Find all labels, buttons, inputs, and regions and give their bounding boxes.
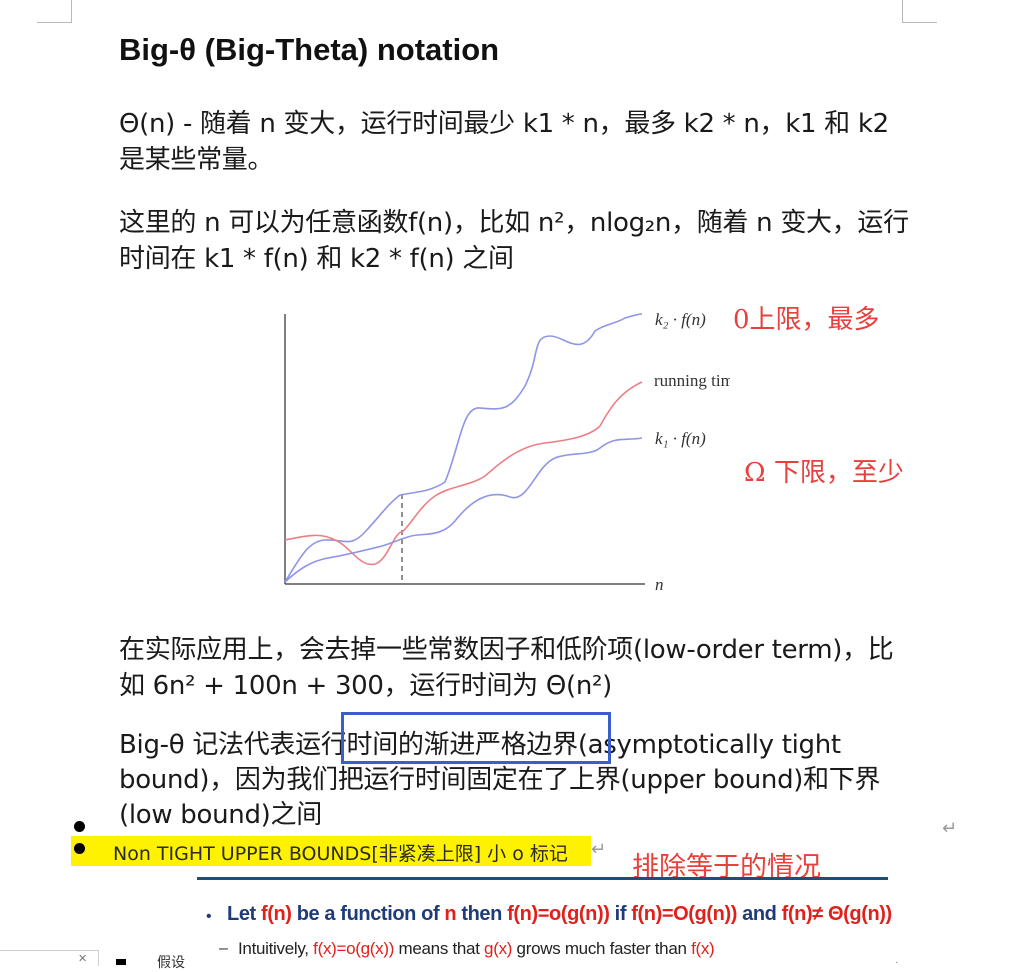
blue-highlight-box xyxy=(341,712,611,764)
paragraph-theta-definition: Θ(n) - 随着 n 变大，运行时间最少 k1 * n，最多 k2 * n，k… xyxy=(119,109,889,175)
paragraph-mark-icon: ↵ xyxy=(942,818,958,838)
paragraph-mark-icon: ↵ xyxy=(591,839,607,859)
series-line-running-time xyxy=(284,381,643,566)
page-corner-top-right xyxy=(902,0,937,23)
corner-mark: · xyxy=(895,957,899,968)
paragraph-tight-bound: Big-θ 记法代表运行时间的渐进严格边界(asymptotically tig… xyxy=(119,730,881,830)
page-title: Big-θ (Big-Theta) notation xyxy=(119,32,500,67)
annotation-lower-bound: Ω 下限，至少 xyxy=(744,458,904,488)
paragraph-arbitrary-function: 这里的 n 可以为任意函数f(n)，比如 n²，nlog₂n，随着 n 变大，运… xyxy=(119,208,909,274)
list-bullet xyxy=(74,821,85,832)
chart-label-k2: k₂ · f(n) xyxy=(655,310,706,329)
series-line-k2 xyxy=(284,313,643,583)
paragraph-practical-usage: 在实际应用上，会去掉一些常数因子和低阶项(low-order term)，比如 … xyxy=(119,635,894,701)
list-bullet xyxy=(74,843,85,854)
image-frame-edge xyxy=(0,950,99,966)
page-corner-top-left xyxy=(37,0,72,23)
close-icon[interactable]: ✕ xyxy=(78,953,88,965)
slide-intuition-line: Intuitively, f(x)=o(g(x)) means that g(x… xyxy=(238,939,715,958)
chart-label-k1: k₁ · f(n) xyxy=(655,429,706,448)
annotation-upper-bound: 0上限，最多 xyxy=(733,305,880,335)
yellow-highlight xyxy=(71,836,591,866)
slide-bullet: • xyxy=(206,908,212,925)
series-line-k1 xyxy=(284,437,643,583)
slide-divider-line xyxy=(197,877,888,880)
highlighted-list-item: Non TIGHT UPPER BOUNDS[非紧凑上限] 小 o 标记 xyxy=(113,843,568,865)
slide-definition-line: Let f(n) be a function of n then f(n)=o(… xyxy=(227,903,892,925)
slide-dash: – xyxy=(219,940,228,957)
partial-next-line: 假设 xyxy=(157,954,185,970)
chart-label-running-time: running time xyxy=(654,371,730,390)
theta-bound-chart: k₂ · f(n) running time k₁ · f(n) n xyxy=(284,310,730,594)
chart-label-n: n xyxy=(655,575,664,594)
list-bullet-square xyxy=(116,959,126,965)
